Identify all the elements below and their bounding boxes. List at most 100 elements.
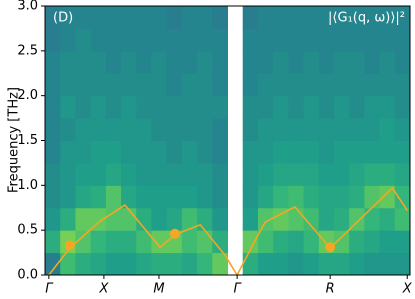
- heat-cell: [136, 6, 152, 29]
- heat-cell: [364, 6, 381, 29]
- heat-cell: [257, 50, 274, 74]
- heat-cell: [136, 230, 152, 254]
- heat-cell: [75, 28, 92, 52]
- heat-cell: [45, 207, 61, 231]
- heat-cell: [181, 73, 198, 97]
- heat-cell: [75, 73, 92, 97]
- heat-cell: [75, 207, 92, 231]
- heat-cell: [257, 230, 274, 254]
- heat-cell: [318, 118, 335, 141]
- heat-cell: [197, 185, 213, 209]
- heat-cell: [121, 50, 137, 74]
- x-tick-label: R: [326, 282, 335, 297]
- heat-cell: [166, 185, 183, 209]
- heat-cell: [257, 73, 274, 97]
- heat-cell: [75, 185, 92, 209]
- heat-cell: [105, 95, 122, 119]
- heat-cell: [303, 230, 320, 254]
- heat-cell: [364, 207, 381, 231]
- heat-cell: [197, 73, 213, 97]
- heat-cell: [197, 6, 213, 29]
- heat-cell: [197, 230, 213, 254]
- heat-cell: [273, 95, 289, 119]
- heat-cell: [333, 162, 350, 186]
- heat-cell: [242, 95, 259, 119]
- heat-cell: [379, 28, 396, 52]
- heat-cell: [303, 50, 320, 74]
- heat-cell: [242, 185, 259, 209]
- heat-cell: [90, 162, 107, 186]
- heat-cell: [273, 252, 289, 276]
- heat-cell: [379, 140, 396, 164]
- x-tick-label: Γ: [45, 282, 54, 297]
- heat-cell: [90, 95, 107, 119]
- heat-cell: [151, 162, 168, 186]
- heat-cell: [273, 28, 289, 52]
- heat-cell: [181, 140, 198, 164]
- heat-cell: [90, 252, 107, 276]
- heat-cell: [75, 95, 92, 119]
- heat-cell: [349, 185, 365, 209]
- heat-cell: [288, 207, 305, 231]
- heat-cell: [394, 162, 411, 186]
- heat-cell: [273, 207, 289, 231]
- marker: [169, 228, 180, 239]
- heat-cell: [45, 185, 61, 209]
- heat-cell: [151, 73, 168, 97]
- heat-cell: [151, 230, 168, 254]
- heat-cell: [60, 6, 76, 29]
- heat-cell: [166, 140, 183, 164]
- heat-cell: [166, 73, 183, 97]
- y-tick-label: 1.0: [17, 178, 38, 193]
- heat-cell: [60, 95, 76, 119]
- dispersion-line: [48, 186, 408, 277]
- x-tick-label: X: [98, 282, 109, 297]
- y-tick-label: 2.0: [17, 88, 38, 103]
- heat-cell: [105, 118, 122, 141]
- heat-cell: [318, 140, 335, 164]
- heat-cell: [273, 73, 289, 97]
- heat-cell: [303, 252, 320, 276]
- heat-cell: [257, 252, 274, 276]
- heat-cell: [197, 162, 213, 186]
- heat-cell: [257, 6, 274, 29]
- heat-cell: [121, 185, 137, 209]
- heat-cell: [105, 207, 122, 231]
- heat-cell: [197, 140, 213, 164]
- heat-cell: [303, 207, 320, 231]
- heat-cell: [105, 185, 122, 209]
- heat-cell: [379, 162, 396, 186]
- heat-cell: [349, 95, 365, 119]
- heat-cell: [333, 140, 350, 164]
- heat-cell: [121, 207, 137, 231]
- heat-cell: [333, 207, 350, 231]
- heat-cell: [151, 118, 168, 141]
- heat-cell: [197, 207, 213, 231]
- heat-cell: [364, 50, 381, 74]
- heat-cell: [379, 252, 396, 276]
- heat-cell: [333, 28, 350, 52]
- heat-cell: [166, 162, 183, 186]
- heat-cell: [379, 185, 396, 209]
- heat-cell: [45, 162, 61, 186]
- heat-cell: [151, 6, 168, 29]
- heat-cell: [181, 185, 198, 209]
- heat-cell: [181, 6, 198, 29]
- heat-cell: [242, 207, 259, 231]
- heat-cell: [349, 6, 365, 29]
- heat-cell: [288, 95, 305, 119]
- heat-cell: [273, 50, 289, 74]
- heat-cell: [105, 28, 122, 52]
- heat-cell: [212, 207, 228, 231]
- heat-cell: [181, 118, 198, 141]
- heat-cell: [90, 140, 107, 164]
- heat-cell: [45, 73, 61, 97]
- heat-cell: [197, 252, 213, 276]
- heat-cell: [242, 118, 259, 141]
- heat-cell: [394, 50, 411, 74]
- heat-cell: [60, 50, 76, 74]
- heat-cell: [318, 95, 335, 119]
- heat-cell: [318, 185, 335, 209]
- heat-cell: [333, 50, 350, 74]
